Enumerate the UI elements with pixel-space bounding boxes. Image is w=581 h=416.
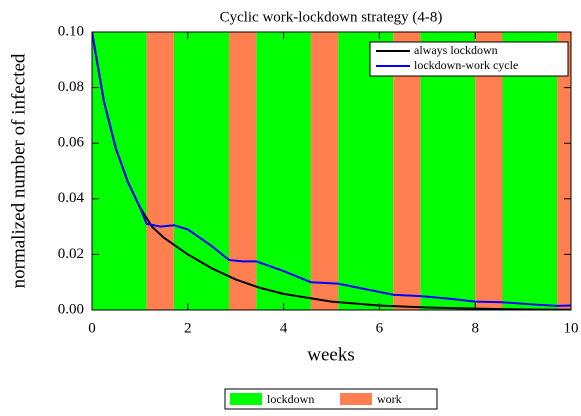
x-tick-label: 10 xyxy=(564,320,579,336)
y-tick-label: 0.04 xyxy=(58,190,85,206)
plot-frame xyxy=(91,31,572,311)
x-tick-label: 4 xyxy=(280,320,288,336)
plot-lines xyxy=(92,32,571,310)
region xyxy=(557,32,571,310)
region-legend-label: lockdown xyxy=(267,392,314,406)
region xyxy=(420,32,476,310)
region-legend-swatch xyxy=(340,393,372,405)
y-tick-label: 0.06 xyxy=(58,135,85,151)
region xyxy=(256,32,311,310)
chart-title: Cyclic work-lockdown strategy (4-8) xyxy=(220,9,443,25)
legend-label: lockdown-work cycle xyxy=(414,58,518,72)
x-tick-label: 2 xyxy=(184,320,192,336)
region-legend-box xyxy=(224,388,438,410)
region xyxy=(393,32,421,310)
region xyxy=(173,32,229,310)
y-tick-label: 0.00 xyxy=(58,301,84,317)
y-tick-label: 0.08 xyxy=(58,79,84,95)
region-legend-label: work xyxy=(377,392,402,406)
region xyxy=(475,32,503,310)
region-legend-swatch xyxy=(230,393,262,405)
x-tick-label: 8 xyxy=(471,320,479,336)
y-tick-label: 0.10 xyxy=(58,23,84,39)
region xyxy=(92,32,147,310)
region xyxy=(228,32,257,310)
y-axis-label: normalized number of infected xyxy=(8,53,29,288)
x-axis-label: weeks xyxy=(307,344,354,365)
legend-label: always lockdown xyxy=(414,43,498,57)
x-tick-label: 6 xyxy=(376,320,384,336)
region xyxy=(310,32,339,310)
legend-box xyxy=(369,41,569,77)
line xyxy=(92,32,571,307)
region xyxy=(502,32,558,310)
y-tick-label: 0.02 xyxy=(58,246,84,262)
x-tick-label: 0 xyxy=(88,320,96,336)
region xyxy=(338,32,394,310)
region xyxy=(146,32,174,310)
